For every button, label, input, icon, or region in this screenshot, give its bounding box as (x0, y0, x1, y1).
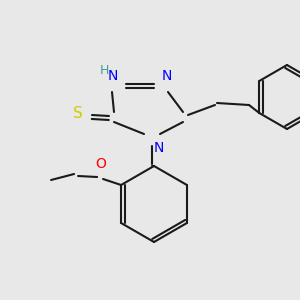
Text: N: N (108, 69, 118, 83)
Text: S: S (73, 106, 83, 121)
Text: H: H (99, 64, 109, 76)
Text: N: N (154, 141, 164, 155)
Text: O: O (96, 157, 106, 171)
Text: N: N (162, 69, 172, 83)
